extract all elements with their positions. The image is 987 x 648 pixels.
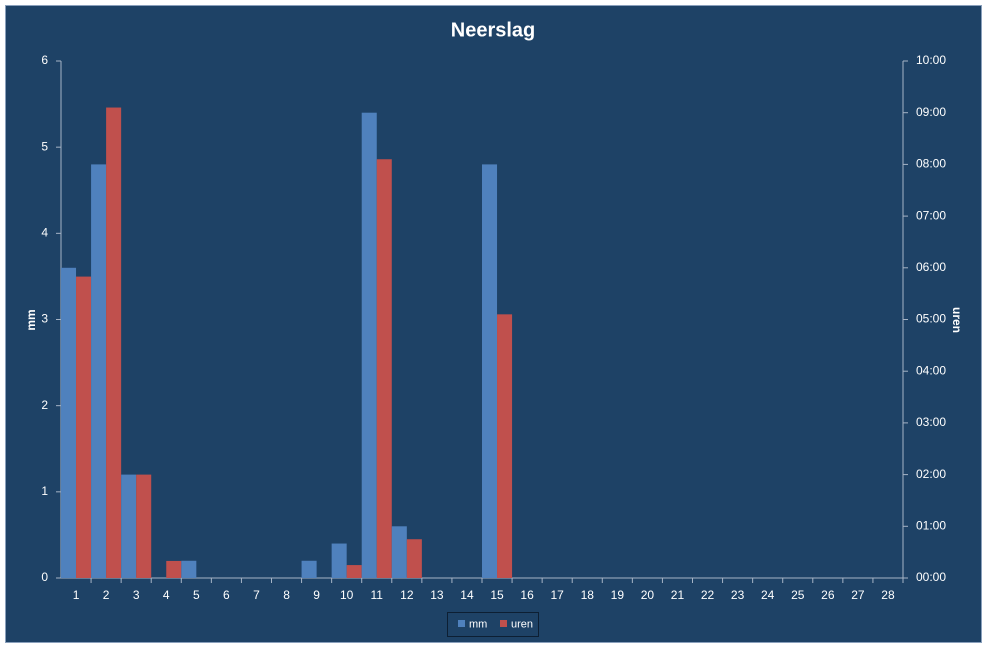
x-tick-label: 28	[881, 588, 895, 602]
x-tick-label: 9	[313, 588, 320, 602]
x-tick-label: 19	[611, 588, 625, 602]
y-tick-label: 4	[41, 226, 48, 240]
x-tick-label: 14	[460, 588, 474, 602]
bar	[331, 543, 347, 578]
x-tick-label: 26	[821, 588, 835, 602]
x-tick-label: 7	[253, 588, 260, 602]
x-tick-label: 23	[731, 588, 745, 602]
x-tick-label: 15	[490, 588, 504, 602]
x-tick-label: 2	[103, 588, 110, 602]
x-tick-label: 6	[223, 588, 230, 602]
legend-swatch	[500, 620, 507, 627]
bar	[121, 474, 137, 578]
x-tick-label: 12	[400, 588, 414, 602]
bar	[106, 107, 122, 578]
x-tick-label: 8	[283, 588, 290, 602]
bar	[361, 112, 377, 578]
bar	[166, 560, 182, 578]
y-tick-label: 6	[41, 53, 48, 67]
y2-tick-label: 01:00	[916, 518, 946, 532]
y2-tick-label: 08:00	[916, 157, 946, 171]
x-tick-label: 5	[193, 588, 200, 602]
y2-axis-label: uren	[950, 307, 964, 333]
bar	[482, 164, 498, 578]
bar	[91, 164, 107, 578]
bar	[76, 276, 92, 578]
y2-tick-label: 04:00	[916, 363, 946, 377]
y-tick-label: 1	[41, 484, 48, 498]
bar	[181, 560, 197, 578]
x-tick-label: 20	[641, 588, 655, 602]
y2-tick-label: 06:00	[916, 260, 946, 274]
legend-label: uren	[511, 618, 533, 630]
bar	[497, 314, 513, 578]
bar	[136, 474, 152, 578]
y2-tick-label: 03:00	[916, 415, 946, 429]
x-tick-label: 3	[133, 588, 140, 602]
y2-tick-label: 09:00	[916, 105, 946, 119]
x-tick-label: 22	[701, 588, 715, 602]
x-tick-label: 27	[851, 588, 865, 602]
y-tick-label: 0	[41, 570, 48, 584]
legend-label: mm	[469, 618, 487, 630]
x-tick-label: 11	[371, 588, 384, 602]
bar	[346, 565, 362, 578]
x-tick-label: 10	[340, 588, 354, 602]
bar	[406, 539, 422, 578]
x-tick-label: 21	[671, 588, 685, 602]
y-axis-label: mm	[24, 309, 38, 330]
y2-tick-label: 00:00	[916, 570, 946, 584]
y-tick-label: 5	[41, 139, 48, 153]
y2-tick-label: 05:00	[916, 312, 946, 326]
y-tick-label: 2	[41, 398, 48, 412]
y2-tick-label: 02:00	[916, 467, 946, 481]
x-tick-label: 25	[791, 588, 805, 602]
bar	[391, 526, 407, 578]
x-tick-label: 18	[581, 588, 595, 602]
x-tick-label: 4	[163, 588, 170, 602]
bar	[376, 159, 392, 579]
bar	[301, 560, 317, 578]
bar	[61, 267, 77, 578]
y2-tick-label: 10:00	[916, 53, 946, 67]
y-tick-label: 3	[41, 312, 48, 326]
y2-tick-label: 07:00	[916, 208, 946, 222]
x-tick-label: 16	[520, 588, 534, 602]
x-tick-label: 24	[761, 588, 775, 602]
x-tick-label: 17	[550, 588, 564, 602]
legend-swatch	[458, 620, 465, 627]
chart-title: Neerslag	[451, 19, 536, 41]
x-tick-label: 1	[73, 588, 80, 602]
x-tick-label: 13	[430, 588, 444, 602]
